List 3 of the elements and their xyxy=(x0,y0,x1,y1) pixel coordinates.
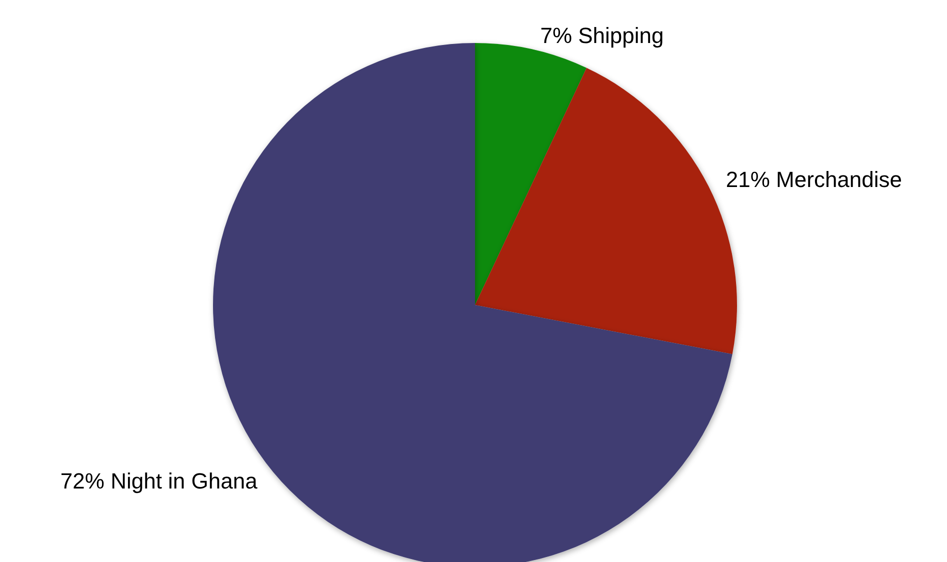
slice-label: 72% Night in Ghana xyxy=(60,468,258,494)
slice-label: 21% Merchandise xyxy=(726,167,902,192)
slice-label: 7% Shipping xyxy=(540,23,664,48)
